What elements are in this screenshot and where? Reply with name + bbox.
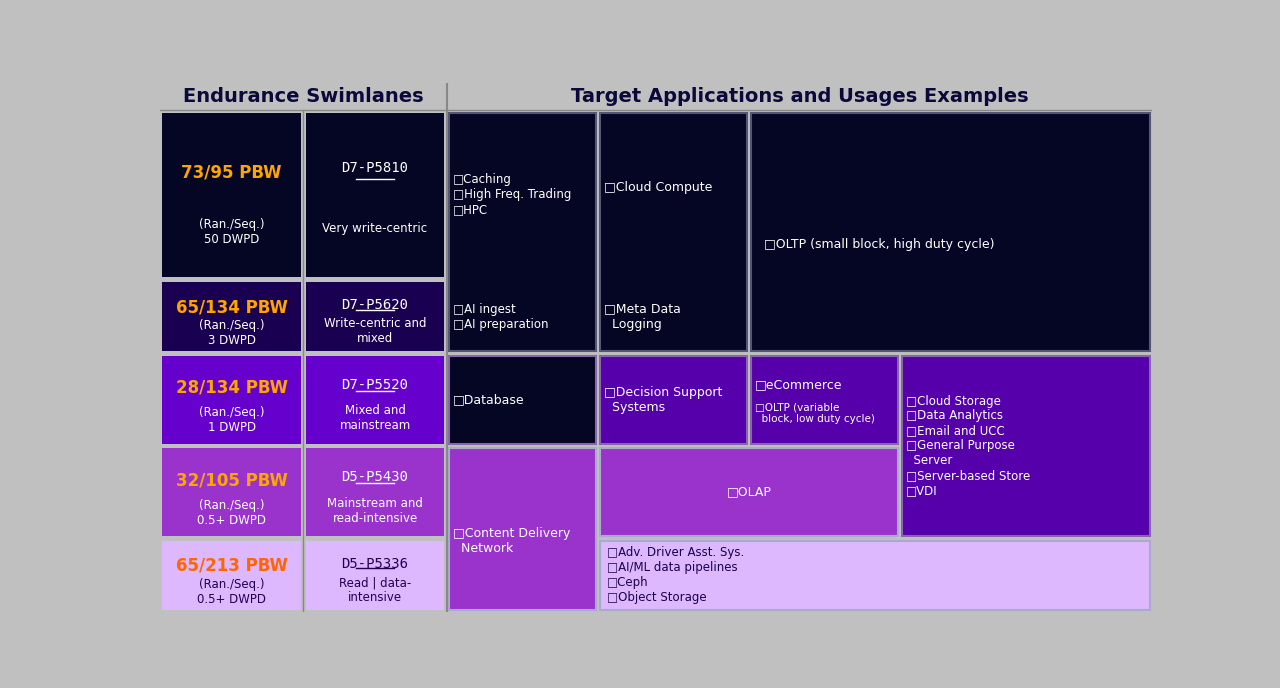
Text: Read | data-
intensive: Read | data- intensive: [339, 576, 411, 604]
Bar: [306, 282, 444, 352]
Text: D7-P5520: D7-P5520: [342, 378, 408, 392]
Text: □eCommerce: □eCommerce: [755, 378, 842, 391]
Text: □Cloud Compute: □Cloud Compute: [604, 181, 713, 194]
Text: D7-P5810: D7-P5810: [342, 161, 408, 175]
Bar: [306, 541, 444, 610]
Bar: [600, 356, 746, 444]
Text: □Content Delivery
  Network: □Content Delivery Network: [453, 527, 571, 555]
Text: 73/95 PBW: 73/95 PBW: [182, 164, 282, 182]
Bar: [751, 356, 897, 444]
Text: D5-P5336: D5-P5336: [342, 557, 408, 570]
Bar: [449, 449, 595, 610]
Text: 65/213 PBW: 65/213 PBW: [175, 557, 288, 574]
Text: (Ran./Seq.)
0.5+ DWPD: (Ran./Seq.) 0.5+ DWPD: [197, 499, 266, 526]
Text: □Cloud Storage
□Data Analytics
□Email and UCC
□General Purpose
  Server
□Server-: □Cloud Storage □Data Analytics □Email an…: [906, 394, 1030, 497]
Bar: [306, 356, 444, 444]
Bar: [600, 449, 897, 536]
Bar: [163, 541, 301, 610]
Text: Endurance Swimlanes: Endurance Swimlanes: [183, 87, 424, 106]
Bar: [160, 83, 1152, 110]
Text: □Caching
□High Freq. Trading
□HPC: □Caching □High Freq. Trading □HPC: [453, 173, 571, 217]
Text: □OLTP (variable
  block, low duty cycle): □OLTP (variable block, low duty cycle): [755, 403, 876, 424]
Text: (Ran./Seq.)
3 DWPD: (Ran./Seq.) 3 DWPD: [198, 319, 265, 347]
Text: □AI ingest
□AI preparation: □AI ingest □AI preparation: [453, 303, 548, 331]
Text: □OLAP: □OLAP: [727, 486, 772, 499]
Text: □Database: □Database: [453, 394, 525, 407]
Text: 32/105 PBW: 32/105 PBW: [175, 471, 288, 489]
Bar: [449, 113, 595, 352]
Text: D5-P5430: D5-P5430: [342, 471, 408, 484]
Bar: [600, 113, 746, 352]
Text: Mixed and
mainstream: Mixed and mainstream: [339, 405, 411, 432]
Bar: [306, 449, 444, 536]
Text: □Adv. Driver Asst. Sys.
□AI/ML data pipelines
□Ceph
□Object Storage: □Adv. Driver Asst. Sys. □AI/ML data pipe…: [607, 546, 745, 604]
Bar: [751, 113, 1149, 352]
Text: □Meta Data
  Logging: □Meta Data Logging: [604, 303, 681, 331]
Bar: [751, 356, 897, 444]
Bar: [902, 356, 1149, 536]
Bar: [600, 541, 1149, 610]
Bar: [306, 113, 444, 277]
Bar: [751, 113, 1149, 352]
Text: □OLTP (small block, high duty cycle): □OLTP (small block, high duty cycle): [764, 237, 995, 250]
Text: (Ran./Seq.)
1 DWPD: (Ran./Seq.) 1 DWPD: [198, 406, 265, 434]
Bar: [600, 449, 897, 536]
Bar: [163, 282, 301, 352]
Text: Write-centric and
mixed: Write-centric and mixed: [324, 317, 426, 345]
Bar: [449, 356, 595, 444]
Text: Target Applications and Usages Examples: Target Applications and Usages Examples: [571, 87, 1028, 106]
Text: Very write-centric: Very write-centric: [323, 222, 428, 235]
Bar: [449, 449, 595, 610]
Bar: [902, 356, 1149, 536]
Bar: [449, 356, 595, 444]
Text: □Decision Support
  Systems: □Decision Support Systems: [604, 386, 722, 413]
Bar: [449, 113, 595, 352]
Bar: [163, 449, 301, 536]
Text: Mainstream and
read-intensive: Mainstream and read-intensive: [328, 497, 422, 525]
Bar: [600, 356, 746, 444]
Bar: [600, 113, 746, 352]
Text: (Ran./Seq.)
0.5+ DWPD: (Ran./Seq.) 0.5+ DWPD: [197, 578, 266, 605]
Text: (Ran./Seq.)
50 DWPD: (Ran./Seq.) 50 DWPD: [198, 218, 265, 246]
Bar: [163, 356, 301, 444]
Text: 28/134 PBW: 28/134 PBW: [175, 379, 288, 397]
Bar: [600, 541, 1149, 610]
Bar: [163, 113, 301, 277]
Text: 65/134 PBW: 65/134 PBW: [175, 298, 288, 316]
Text: D7-P5620: D7-P5620: [342, 298, 408, 312]
